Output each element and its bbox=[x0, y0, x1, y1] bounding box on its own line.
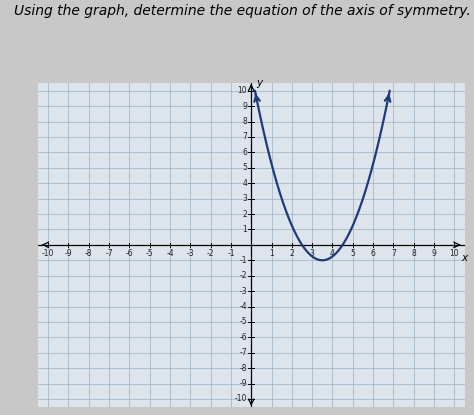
Text: 6: 6 bbox=[242, 148, 247, 157]
Text: -6: -6 bbox=[239, 333, 247, 342]
Text: 10: 10 bbox=[237, 86, 247, 95]
Text: 2: 2 bbox=[290, 249, 294, 259]
Text: 10: 10 bbox=[449, 249, 459, 259]
Text: -10: -10 bbox=[42, 249, 54, 259]
Text: 6: 6 bbox=[371, 249, 375, 259]
Text: -4: -4 bbox=[239, 302, 247, 311]
Text: -4: -4 bbox=[166, 249, 174, 259]
Text: -2: -2 bbox=[240, 271, 247, 280]
Text: -7: -7 bbox=[105, 249, 113, 259]
Text: 9: 9 bbox=[432, 249, 437, 259]
Text: Using the graph, determine the equation of the axis of symmetry.: Using the graph, determine the equation … bbox=[14, 4, 471, 18]
Text: -8: -8 bbox=[240, 364, 247, 373]
Text: -1: -1 bbox=[227, 249, 235, 259]
Text: 5: 5 bbox=[350, 249, 355, 259]
Text: -8: -8 bbox=[85, 249, 92, 259]
Text: -9: -9 bbox=[239, 379, 247, 388]
Text: x: x bbox=[462, 253, 467, 264]
Text: 1: 1 bbox=[269, 249, 274, 259]
Text: 7: 7 bbox=[391, 249, 396, 259]
Text: -9: -9 bbox=[64, 249, 72, 259]
Text: 2: 2 bbox=[242, 210, 247, 219]
Text: y: y bbox=[256, 78, 263, 88]
Text: -7: -7 bbox=[239, 348, 247, 357]
Text: 7: 7 bbox=[242, 132, 247, 142]
Text: -5: -5 bbox=[146, 249, 154, 259]
Text: 8: 8 bbox=[411, 249, 416, 259]
Text: 3: 3 bbox=[242, 194, 247, 203]
Text: -3: -3 bbox=[239, 287, 247, 295]
Text: 9: 9 bbox=[242, 102, 247, 111]
Text: 1: 1 bbox=[242, 225, 247, 234]
Text: -6: -6 bbox=[126, 249, 133, 259]
Text: 3: 3 bbox=[310, 249, 315, 259]
Text: -1: -1 bbox=[240, 256, 247, 265]
Text: -5: -5 bbox=[239, 317, 247, 327]
Text: -2: -2 bbox=[207, 249, 214, 259]
Text: -3: -3 bbox=[186, 249, 194, 259]
Text: 8: 8 bbox=[242, 117, 247, 126]
Text: 4: 4 bbox=[330, 249, 335, 259]
Text: 5: 5 bbox=[242, 163, 247, 172]
Text: 4: 4 bbox=[242, 179, 247, 188]
Text: -10: -10 bbox=[235, 395, 247, 403]
